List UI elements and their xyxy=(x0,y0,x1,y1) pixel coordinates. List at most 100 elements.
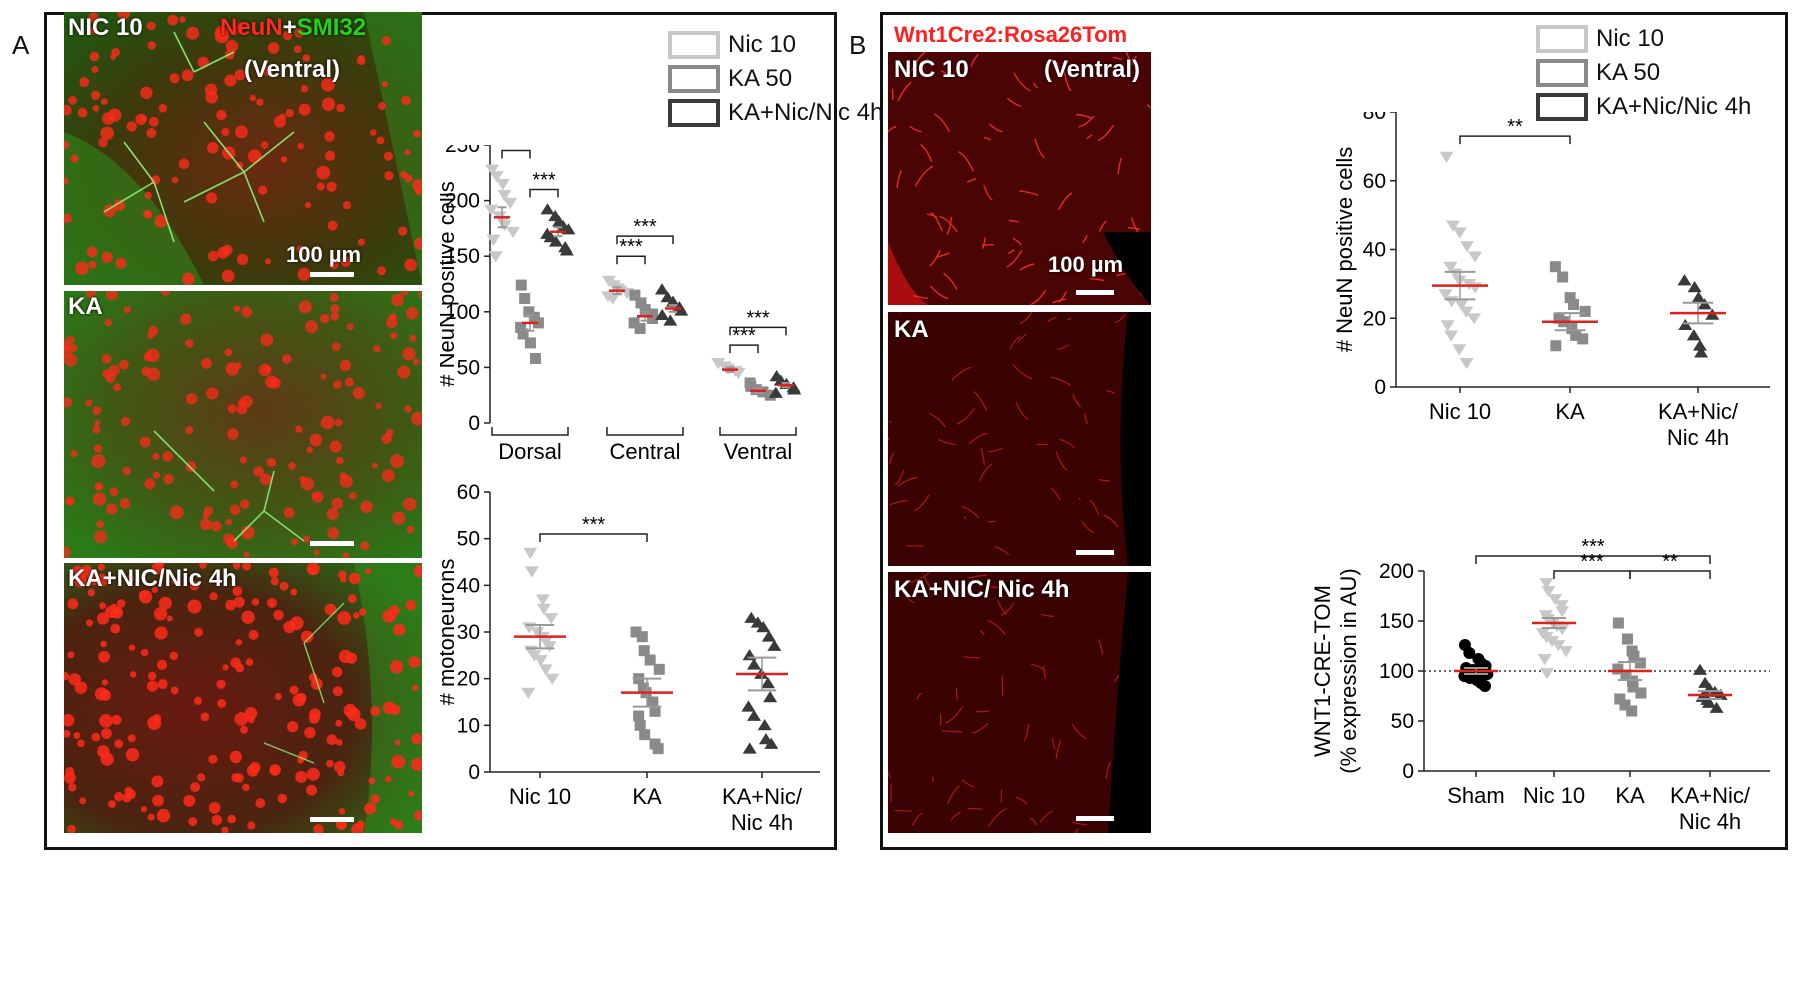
cell-body xyxy=(239,456,248,464)
cell-body xyxy=(111,714,122,725)
cell-body xyxy=(222,664,229,671)
y-axis-title: # motoneurons xyxy=(440,559,459,706)
cell-body xyxy=(216,679,226,689)
significance-label: *** xyxy=(633,216,657,238)
cell-body xyxy=(383,151,394,161)
cell-body xyxy=(187,599,202,614)
cell-body xyxy=(235,663,245,673)
cell-body xyxy=(376,136,385,145)
cell-body xyxy=(249,94,256,102)
cell-body xyxy=(99,602,107,610)
blood-vessel xyxy=(1078,115,1095,128)
micrograph-a-ka-label: KA xyxy=(68,293,103,320)
blood-vessel xyxy=(1012,364,1033,380)
blood-vessel xyxy=(951,366,972,382)
cell-body xyxy=(409,334,417,342)
panel-b-letter: B xyxy=(849,30,867,60)
panel-a-letter: A xyxy=(12,30,30,60)
cell-body xyxy=(101,679,108,686)
y-tick-label: 50 xyxy=(1391,710,1414,733)
cell-body xyxy=(169,73,180,84)
data-point xyxy=(663,314,678,326)
data-point xyxy=(1555,624,1570,636)
y-tick-label: 80 xyxy=(1363,112,1386,124)
blood-vessel xyxy=(980,447,985,466)
x-category-label: KA+Nic/ xyxy=(1670,783,1751,808)
cell-body xyxy=(360,541,370,551)
cell-body xyxy=(186,393,198,405)
significance-label: ** xyxy=(1507,116,1523,138)
data-point xyxy=(515,279,527,291)
cell-body xyxy=(99,714,113,728)
blood-vessel xyxy=(970,54,979,67)
legend-a-item-ka50: KA 50 xyxy=(668,62,883,96)
cell-body xyxy=(206,387,219,400)
cell-body xyxy=(185,461,197,472)
y-tick-label: 250 xyxy=(445,145,480,157)
x-category-label: Central xyxy=(610,439,681,464)
cell-body xyxy=(247,149,262,163)
cell-body xyxy=(117,12,131,20)
cell-body xyxy=(100,752,114,766)
cell-body xyxy=(140,86,153,100)
cell-body xyxy=(412,684,419,691)
blood-vessel xyxy=(1116,273,1126,277)
cell-body xyxy=(381,469,395,482)
scalebar-b-mid xyxy=(1076,550,1114,555)
cell-body xyxy=(143,352,153,362)
data-point xyxy=(1564,292,1576,304)
cell-body xyxy=(208,802,221,814)
cell-body xyxy=(398,226,408,236)
cell-body xyxy=(144,478,156,490)
cell-body xyxy=(265,258,272,265)
cell-body xyxy=(68,783,77,792)
cell-body xyxy=(354,718,367,730)
blood-vessel xyxy=(894,469,905,486)
data-point xyxy=(1438,289,1453,301)
cell-body xyxy=(224,74,237,87)
x-category-label: Ventral xyxy=(724,439,793,464)
cell-body xyxy=(404,149,411,156)
y-axis-title: WNT1-CRE-TOM xyxy=(1310,585,1335,757)
cell-body xyxy=(234,712,249,726)
cell-body xyxy=(148,325,159,336)
chart-b1-neun: 0 20 40 60 80 # NeuN positive cells Nic 10 KA KA… xyxy=(1332,112,1770,450)
data-point xyxy=(519,292,531,304)
cell-body xyxy=(389,332,398,340)
blood-vessel xyxy=(1034,138,1045,159)
data-point xyxy=(756,621,771,633)
cell-body xyxy=(293,45,302,53)
cell-body xyxy=(418,291,422,298)
cell-body xyxy=(104,318,112,327)
blood-vessel xyxy=(968,432,988,445)
data-point xyxy=(1709,701,1724,713)
cell-body xyxy=(194,627,204,637)
cell-body xyxy=(411,733,422,745)
data-point xyxy=(1446,220,1461,232)
cell-body xyxy=(311,491,324,503)
blood-vessel xyxy=(1090,278,1105,282)
blood-vessel xyxy=(941,70,955,77)
cell-body xyxy=(385,775,392,783)
cell-body xyxy=(340,256,352,267)
legend-a-item-nic10: Nic 10 xyxy=(668,28,883,62)
cell-body xyxy=(79,77,90,88)
cell-body xyxy=(64,714,75,727)
cell-body xyxy=(327,527,340,539)
blood-vessel xyxy=(911,52,926,72)
blood-vessel xyxy=(1057,192,1073,211)
cell-body xyxy=(116,599,126,608)
cell-body xyxy=(287,721,299,733)
cell-body xyxy=(267,42,280,54)
data-point xyxy=(1614,693,1626,705)
cell-body xyxy=(101,251,113,263)
data-point xyxy=(486,234,501,246)
scalebar-a-bot xyxy=(310,817,354,822)
cell-body xyxy=(127,734,136,743)
y-tick-label: 0 xyxy=(468,761,480,784)
data-point xyxy=(638,645,650,657)
cell-body xyxy=(262,65,274,77)
blood-vessel xyxy=(929,249,941,267)
micrograph-a-nic10-image xyxy=(64,12,422,285)
cell-body xyxy=(110,623,121,634)
